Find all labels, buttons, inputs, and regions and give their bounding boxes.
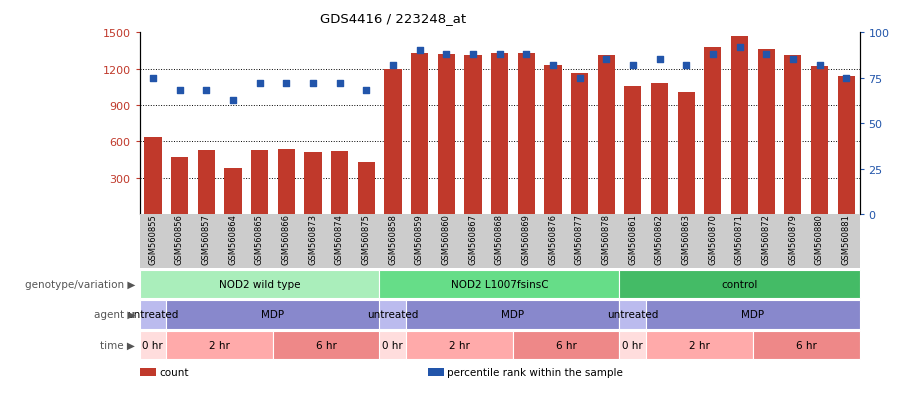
Text: untreated: untreated: [367, 310, 419, 320]
Text: count: count: [159, 367, 189, 377]
Point: [786, 57, 800, 64]
Text: 2 hr: 2 hr: [689, 340, 710, 350]
Point: [545, 62, 560, 69]
Bar: [784, 56, 802, 215]
Point: [465, 52, 480, 58]
Point: [199, 88, 213, 95]
Point: [733, 44, 747, 51]
Bar: [171, 158, 188, 215]
Point: [492, 52, 507, 58]
Point: [439, 52, 454, 58]
Bar: [544, 66, 562, 215]
Bar: [144, 137, 161, 215]
Point: [385, 62, 400, 69]
Bar: [704, 47, 722, 215]
Bar: [437, 55, 454, 215]
Text: 0 hr: 0 hr: [382, 340, 403, 350]
Text: MDP: MDP: [261, 310, 284, 320]
Text: 6 hr: 6 hr: [316, 340, 337, 350]
Point: [572, 75, 587, 82]
Text: 0 hr: 0 hr: [623, 340, 644, 350]
Bar: [758, 50, 775, 215]
Point: [813, 62, 827, 69]
Point: [706, 52, 720, 58]
Text: 6 hr: 6 hr: [555, 340, 577, 350]
Text: untreated: untreated: [608, 310, 659, 320]
Bar: [357, 163, 374, 215]
Point: [359, 88, 374, 95]
Point: [172, 88, 186, 95]
Bar: [251, 151, 268, 215]
Text: percentile rank within the sample: percentile rank within the sample: [447, 367, 623, 377]
Text: MDP: MDP: [501, 310, 525, 320]
Text: genotype/variation ▶: genotype/variation ▶: [24, 280, 135, 290]
Bar: [678, 93, 695, 215]
Bar: [838, 77, 855, 215]
Bar: [224, 169, 241, 215]
Point: [679, 62, 693, 69]
Bar: [598, 56, 615, 215]
Point: [226, 97, 240, 104]
Point: [412, 48, 427, 55]
Bar: [277, 150, 295, 215]
Bar: [571, 74, 589, 215]
Text: 2 hr: 2 hr: [209, 340, 230, 350]
Bar: [410, 54, 428, 215]
Bar: [331, 152, 348, 215]
Text: 2 hr: 2 hr: [449, 340, 470, 350]
Bar: [811, 67, 828, 215]
Text: agent ▶: agent ▶: [94, 310, 135, 320]
Point: [599, 57, 614, 64]
Text: NOD2 L1007fsinsC: NOD2 L1007fsinsC: [451, 280, 548, 290]
Point: [759, 52, 773, 58]
Text: 0 hr: 0 hr: [142, 340, 163, 350]
Bar: [491, 54, 508, 215]
Point: [519, 52, 534, 58]
Point: [306, 81, 320, 87]
Point: [652, 57, 667, 64]
Point: [839, 75, 853, 82]
Bar: [384, 69, 401, 215]
Bar: [464, 56, 482, 215]
Bar: [731, 37, 748, 215]
Text: GDS4416 / 223248_at: GDS4416 / 223248_at: [320, 12, 465, 25]
Point: [146, 75, 160, 82]
Point: [279, 81, 293, 87]
Text: MDP: MDP: [742, 310, 764, 320]
Text: 6 hr: 6 hr: [796, 340, 816, 350]
Text: untreated: untreated: [127, 310, 178, 320]
Text: time ▶: time ▶: [100, 340, 135, 350]
Point: [252, 81, 266, 87]
Bar: [625, 86, 642, 215]
Text: NOD2 wild type: NOD2 wild type: [219, 280, 301, 290]
Bar: [197, 151, 215, 215]
Bar: [651, 84, 668, 215]
Bar: [304, 153, 321, 215]
Point: [332, 81, 347, 87]
Point: [626, 62, 640, 69]
Text: control: control: [721, 280, 758, 290]
Bar: [518, 54, 535, 215]
